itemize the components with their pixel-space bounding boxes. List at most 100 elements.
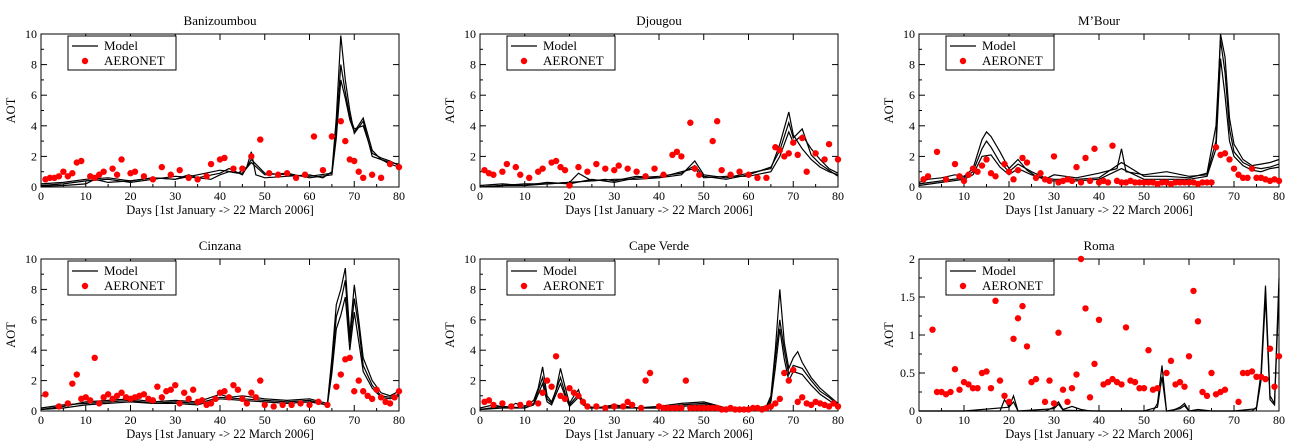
aeronet-point [1199, 179, 1206, 186]
aeronet-point [705, 404, 712, 412]
legend-model-label: Model [982, 263, 1016, 278]
y-tick-label: 6 [31, 313, 37, 327]
aeronet-point [929, 326, 936, 333]
y-axis-label: AOT [882, 322, 896, 348]
aeronet-point [687, 119, 694, 126]
aeronet-point [1131, 179, 1139, 186]
aeronet-point [1239, 369, 1247, 377]
y-tick-label: 1 [909, 328, 915, 342]
aeronet-point [767, 403, 775, 410]
aeronet-point [794, 151, 801, 159]
x-axis-label: Days [1st January -> 22 March 2006] [565, 427, 753, 441]
aeronet-point [95, 171, 103, 178]
y-tick-label: 2 [470, 149, 476, 163]
aeronet-point [1136, 385, 1143, 392]
x-tick-label: 50 [698, 413, 710, 427]
aeronet-point [543, 377, 551, 384]
aeronet-point [593, 403, 600, 410]
aeronet-point [55, 173, 63, 180]
legend-model-label: Model [543, 38, 577, 53]
aeronet-point [740, 406, 748, 413]
y-tick-label: 10 [464, 27, 476, 41]
y-tick-label: 2 [31, 149, 37, 163]
legend-aeronet-swatch [81, 57, 89, 65]
aeronet-point [1176, 179, 1184, 186]
x-tick-label: 70 [787, 189, 799, 203]
aeronet-point [1194, 318, 1202, 325]
y-tick-label: 0 [909, 180, 915, 194]
aeronet-point [736, 406, 743, 413]
y-tick-label: 2 [909, 149, 915, 163]
aeronet-point [727, 171, 734, 178]
y-tick-label: 2 [31, 374, 37, 388]
aeronet-point [575, 163, 582, 171]
aeronet-point [1019, 154, 1026, 162]
x-tick-label: 50 [698, 189, 710, 203]
x-tick-label: 10 [80, 189, 92, 203]
aeronet-point [149, 176, 157, 183]
aeronet-point [673, 404, 681, 412]
x-tick-label: 30 [1048, 189, 1060, 203]
y-tick-label: 0 [909, 404, 915, 418]
x-tick-label: 70 [1228, 189, 1240, 203]
aeronet-point [1046, 377, 1053, 384]
aeronet-point [611, 403, 618, 410]
chart-panel-6: 0 10 20 30 40 50 60 70 80 0 0.5 1 1.5 2 Roma Days [1st … [882, 238, 1285, 441]
aeronet-point [158, 394, 166, 401]
aeronet-point [1095, 316, 1103, 323]
chart-title: Cape Verde [629, 238, 689, 253]
aeronet-point [185, 395, 192, 403]
aeronet-point [548, 383, 555, 390]
y-tick-label: 6 [909, 88, 915, 102]
aeronet-point [709, 137, 716, 145]
x-tick-label: 40 [214, 189, 226, 203]
aeronet-point [646, 369, 654, 377]
aeronet-point [1104, 378, 1112, 386]
y-tick-label: 2 [909, 252, 915, 266]
aeronet-point [1253, 373, 1260, 380]
aeronet-point [1073, 163, 1080, 171]
legend-model-label: Model [104, 263, 138, 278]
aeronet-point [1244, 174, 1251, 182]
legend-aeronet-label: AERONET [543, 278, 604, 293]
aeronet-point [1203, 392, 1211, 399]
aeronet-point [95, 400, 103, 407]
aeronet-point [1010, 176, 1017, 183]
aeronet-point [64, 173, 72, 180]
aeronet-point [333, 383, 340, 390]
aeronet-point [248, 389, 255, 396]
aeronet-point [508, 403, 515, 410]
aeronet-point [1208, 179, 1215, 186]
x-tick-label: 0 [477, 413, 483, 427]
aeronet-point [158, 163, 166, 171]
aeronet-point [288, 401, 295, 409]
aeronet-point [257, 377, 264, 384]
aeronet-point [512, 163, 519, 171]
y-tick-label: 4 [31, 119, 37, 133]
aeronet-point [149, 397, 157, 404]
y-axis-label: AOT [4, 322, 18, 348]
aeronet-point [803, 168, 810, 175]
aeronet-point [566, 182, 573, 189]
legend-aeronet-label: AERONET [982, 278, 1043, 293]
aeronet-point [360, 174, 367, 182]
x-tick-label: 40 [1093, 413, 1105, 427]
x-tick-label: 80 [1273, 189, 1285, 203]
aeronet-point [678, 153, 685, 160]
legend-aeronet-swatch [959, 282, 967, 290]
x-tick-label: 80 [832, 189, 844, 203]
aeronet-point [1262, 375, 1269, 383]
x-tick-label: 40 [653, 413, 665, 427]
y-tick-label: 0 [31, 180, 37, 194]
legend-box [67, 35, 177, 71]
aeronet-point [718, 166, 725, 174]
aeronet-point [328, 133, 336, 140]
aeronet-point [1001, 392, 1008, 399]
aeronet-point [799, 394, 806, 401]
aeronet-point [1077, 179, 1085, 186]
aeronet-point [319, 166, 327, 174]
aeronet-point [1014, 166, 1022, 174]
aeronet-point [1172, 179, 1179, 186]
aeronet-point [360, 388, 367, 395]
